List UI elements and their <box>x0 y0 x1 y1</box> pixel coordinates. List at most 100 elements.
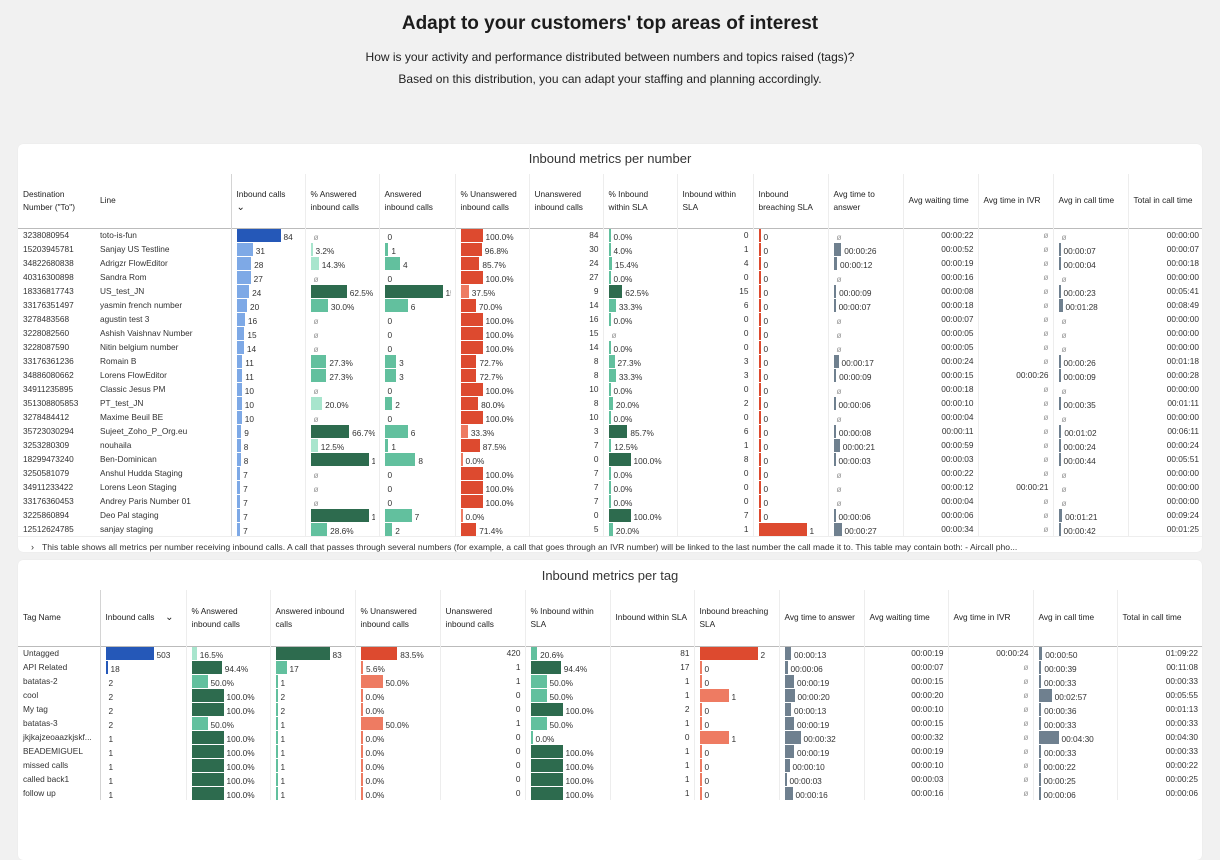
pct-within-sla-bar <box>530 772 563 786</box>
avg-time-in-ivr: ø <box>1023 732 1029 742</box>
number-col-header-14[interactable]: Total in call time <box>1127 174 1202 228</box>
table-row[interactable]: 33176361236 Romain B 11 27.3% 3 72.7% 8 27.3% 3 0… <box>18 354 1202 368</box>
pct-answered-value: 100.0% <box>226 789 255 800</box>
tag-col-header-1[interactable]: Inbound calls ⌄ <box>99 590 186 646</box>
avg-waiting-time: 00:00:05 <box>941 342 974 352</box>
tag-col-header-12[interactable]: Avg in call time <box>1032 590 1117 646</box>
inbound-calls-bar <box>236 480 241 494</box>
unanswered-calls: 0 <box>515 732 521 742</box>
pct-answered-bar <box>191 674 208 688</box>
pct-within-sla-value: 15.4% <box>614 259 639 270</box>
table-row[interactable]: Untagged 503 16.5% 83 83.5% 420 20.6% 81 2 00:00:… <box>18 646 1202 660</box>
tag-col-header-9[interactable]: Avg time to answer <box>778 590 864 646</box>
tag-col-header-4[interactable]: % Unanswered inbound calls <box>354 590 440 646</box>
chevron-down-icon[interactable]: ⌄ <box>236 201 245 213</box>
table-row[interactable]: 3278483568 agustin test 3 16 ø 0 100.0% 16 0.0%… <box>18 312 1202 326</box>
number-col-header-6[interactable]: Unanswered inbound calls <box>528 174 603 228</box>
pct-unanswered-value: 100.0% <box>485 273 514 284</box>
number-col-header-1[interactable]: Line <box>100 195 116 206</box>
number-col-header-10[interactable]: Avg time to answer <box>827 174 903 228</box>
table-row[interactable]: 3278484412 Maxime Beuil BE 10 ø 0 100.0% 10 0.0… <box>18 410 1202 424</box>
tag-col-header-8[interactable]: Inbound breaching SLA <box>693 590 779 646</box>
table-row[interactable]: 3253280309 nouhaila 8 12.5% 1 87.5% 7 12.5% 1 0 00… <box>18 438 1202 452</box>
table-row[interactable]: called back1 1 100.0% 1 0.0% 0 100.0% 1 0 00:00:0… <box>18 772 1202 786</box>
total-in-call-time: 00:00:24 <box>1166 440 1199 450</box>
within-sla: 0 <box>743 342 749 352</box>
line-name: Anshul Hudda Staging <box>100 468 183 478</box>
table-row[interactable]: 34886080662 Lorens FlowEditor 11 27.3% 3 72.7… <box>18 368 1202 382</box>
number-col-header-9[interactable]: Inbound breaching SLA <box>752 174 828 228</box>
total-in-call-time: 00:01:13 <box>1165 704 1198 714</box>
number-col-header-12[interactable]: Avg time in IVR <box>977 174 1053 228</box>
avg-waiting-time: 00:00:03 <box>941 454 974 464</box>
table-row[interactable]: 3225860894 Deo Pal staging 7 100.0% 7 0.0% 0 10… <box>18 508 1202 522</box>
table-row[interactable]: 3228087590 Nitin belgium number 14 ø 0 100.0%… <box>18 340 1202 354</box>
pct-unanswered-value: 70.0% <box>478 301 503 312</box>
table-row[interactable]: batatas-3 2 50.0% 1 50.0% 1 50.0% 1 0 00:00:19 00:… <box>18 716 1202 730</box>
table-row[interactable]: 40316300898 Sandra Rom 27 ø 0 100.0% 27 0.0% 0 0 ø… <box>18 270 1202 284</box>
tag-col-header-3[interactable]: Answered inbound calls <box>269 590 355 646</box>
number-col-header-3[interactable]: % Answered inbound calls <box>304 174 379 228</box>
table-row[interactable]: 34911233422 Lorens Leon Staging 7 ø 0 100.0% 7… <box>18 480 1202 494</box>
number-col-header-8[interactable]: Inbound within SLA <box>676 174 753 228</box>
pct-within-sla-bar <box>608 452 631 466</box>
pct-within-sla-value: 0.0% <box>613 231 633 242</box>
table-row[interactable]: 33176360453 Andrey Paris Number 01 7 ø 0 100.… <box>18 494 1202 508</box>
answered-calls-bar <box>275 702 278 716</box>
inbound-calls-value: 11 <box>245 357 254 368</box>
tag-col-header-2[interactable]: % Answered inbound calls <box>185 590 270 646</box>
within-sla: 0 <box>743 412 749 422</box>
destination-number: 18299473240 <box>23 454 74 464</box>
tag-col-header-7[interactable]: Inbound within SLA <box>609 590 694 646</box>
table-row[interactable]: BEADEMIGUEL 1 100.0% 1 0.0% 0 100.0% 1 0 00:00:19… <box>18 744 1202 758</box>
table-row[interactable]: cool 2 100.0% 2 0.0% 0 50.0% 1 1 00:00:20 00:00:20… <box>18 688 1202 702</box>
table-row[interactable]: 34911235895 Classic Jesus PM 10 ø 0 100.0% 10 0… <box>18 382 1202 396</box>
table-row[interactable]: 34822680838 Adrigzr FlowEditor 28 14.3% 4 85.… <box>18 256 1202 270</box>
number-col-header-13[interactable]: Avg in call time <box>1052 174 1128 228</box>
tag-col-header-11[interactable]: Avg time in IVR <box>947 590 1033 646</box>
table-row[interactable]: 12512624785 sanjay staging 7 28.6% 2 71.4% 5 20… <box>18 522 1202 536</box>
table-row[interactable]: 3250581079 Anshul Hudda Staging 7 ø 0 100.0% 7… <box>18 466 1202 480</box>
pct-within-sla-bar <box>608 298 616 312</box>
number-table-footnote[interactable]: › This table shows all metrics per number… <box>18 536 1202 552</box>
table-row[interactable]: 3228082560 Ashish Vaishnav Number 15 ø 0 100.… <box>18 326 1202 340</box>
table-row[interactable]: follow up 1 100.0% 1 0.0% 0 100.0% 1 0 00:00:16 00… <box>18 786 1202 800</box>
tag-col-header-13[interactable]: Total in call time <box>1116 590 1202 646</box>
tag-col-header-6[interactable]: % Inbound within SLA <box>524 590 610 646</box>
table-row[interactable]: 15203945781 Sanjay US Testline 31 3.2% 1 96.8… <box>18 242 1202 256</box>
avg-time-to-answer-bar <box>833 298 836 312</box>
pct-answered-bar <box>310 242 313 256</box>
pct-unanswered-value: 85.7% <box>482 259 506 270</box>
line-name: Andrey Paris Number 01 <box>100 496 191 506</box>
table-row[interactable]: 18299473240 Ben-Dominican 8 100.0% 8 0.0% 0 100… <box>18 452 1202 466</box>
table-row[interactable]: API Related 18 94.4% 17 5.6% 1 94.4% 17 0 00:00:0… <box>18 660 1202 674</box>
tag-col-header-0[interactable]: Tag Name <box>23 612 61 623</box>
breaching-sla-bar <box>758 494 761 508</box>
table-row[interactable]: 3238080954 toto-is-fun 84 ø 0 100.0% 84 0.0% 0 0 ø… <box>18 228 1202 242</box>
answered-calls-bar <box>275 772 278 786</box>
number-col-header-11[interactable]: Avg waiting time <box>902 174 978 228</box>
chevron-right-icon[interactable]: › <box>31 542 34 552</box>
number-col-header-5[interactable]: % Unanswered inbound calls <box>454 174 529 228</box>
table-row[interactable]: 35723030294 Sujeet_Zoho_P_Org.eu 9 66.7% 6 33… <box>18 424 1202 438</box>
table-row[interactable]: 18336817743 US_test_JN 24 62.5% 15 37.5% 9 62.5… <box>18 284 1202 298</box>
table-row[interactable]: My tag 2 100.0% 2 0.0% 0 100.0% 2 0 00:00:13 00:00… <box>18 702 1202 716</box>
number-col-header-0[interactable]: Destination Number ("To") <box>23 188 75 212</box>
table-row[interactable]: 351308805853 PT_test_JN 10 20.0% 2 80.0% 8 20.0… <box>18 396 1202 410</box>
line-name: Ashish Vaishnav Number <box>100 328 193 338</box>
answered-calls-value: 2 <box>280 691 286 702</box>
table-row[interactable]: batatas-2 2 50.0% 1 50.0% 1 50.0% 1 0 00:00:19 00:… <box>18 674 1202 688</box>
number-col-header-4[interactable]: Answered inbound calls <box>378 174 455 228</box>
tag-col-header-10[interactable]: Avg waiting time <box>863 590 948 646</box>
table-row[interactable]: missed calls 1 100.0% 1 0.0% 0 100.0% 1 0 00:00:1… <box>18 758 1202 772</box>
tag-col-header-5[interactable]: Unanswered inbound calls <box>439 590 525 646</box>
pct-within-sla-bar <box>608 508 631 522</box>
table-row[interactable]: 33176351497 yasmin french number 20 30.0% 6 7… <box>18 298 1202 312</box>
number-col-header-7[interactable]: % Inbound within SLA <box>602 174 677 228</box>
answered-calls-bar <box>275 758 278 772</box>
avg-time-to-answer-bar <box>784 744 794 758</box>
number-col-header-2[interactable]: Inbound calls ⌄ <box>230 174 305 228</box>
table-row[interactable]: jkjkajzeoaazkjskf... 1 100.0% 1 0.0% 0 0.0% 0 1 0… <box>18 730 1202 744</box>
chevron-down-icon[interactable]: ⌄ <box>162 612 174 624</box>
destination-number: 3225860894 <box>23 510 70 520</box>
